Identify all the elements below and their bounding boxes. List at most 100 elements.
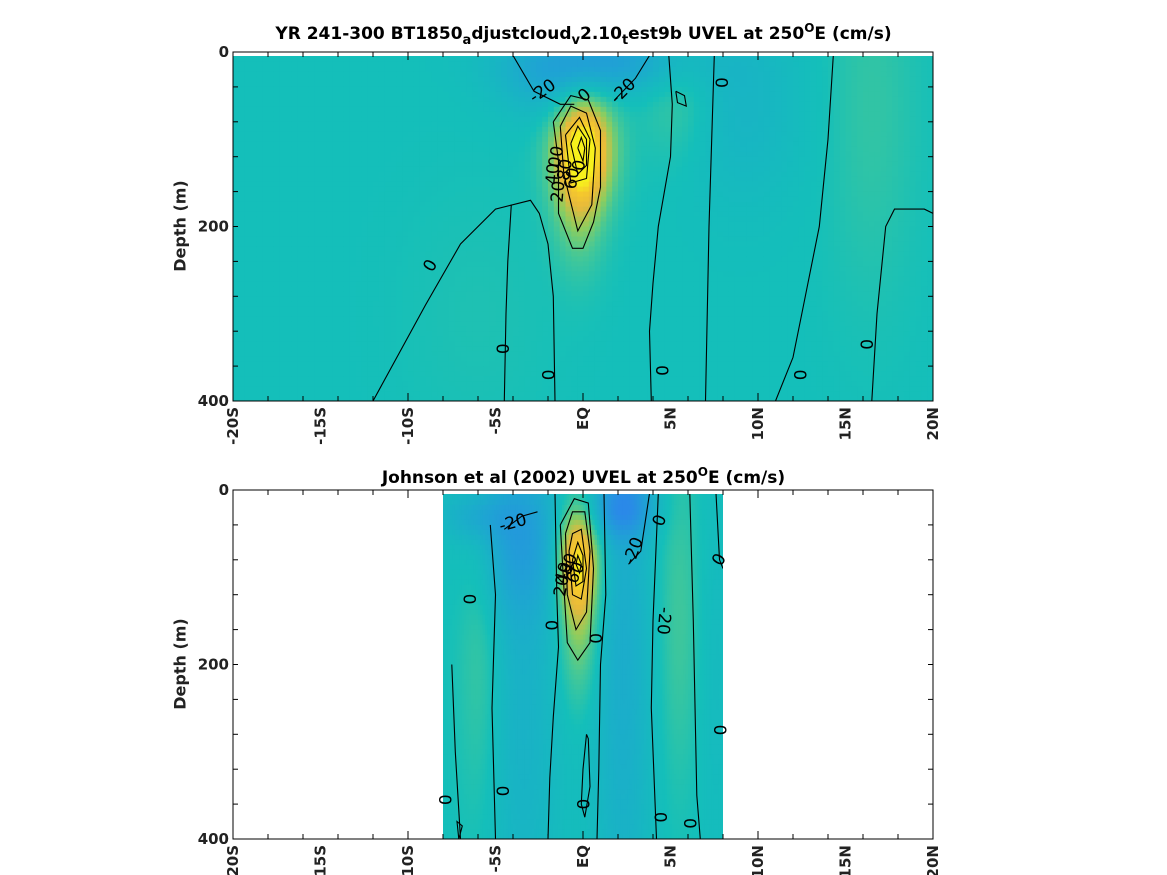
heatmap-cell [355,341,362,347]
heatmap-cell [635,281,642,287]
heatmap-cell [238,56,246,63]
heatmap-cell [437,226,444,233]
heatmap-cell [332,101,339,108]
heatmap-cell [478,71,485,78]
heatmap-cell [413,246,421,253]
heatmap-cell [606,271,613,277]
heatmap-cell [326,386,333,392]
heatmap-cell [501,266,508,272]
heatmap-cell [524,216,532,223]
heatmap-cell [507,181,514,188]
heatmap-cell [297,301,304,307]
heatmap-cell [530,226,537,233]
heatmap-cell [472,121,479,128]
heatmap-cell [262,256,269,262]
heatmap-cell [507,361,514,367]
heatmap-cell [402,306,409,312]
heatmap-cell [303,181,310,188]
heatmap-cell [343,241,351,248]
heatmap-cell [524,291,532,297]
heatmap-cell [279,341,287,347]
heatmap-cell [244,321,252,327]
heatmap-cell [507,126,514,133]
heatmap-cell [408,341,415,347]
heatmap-cell [273,121,281,128]
heatmap-cell [635,121,642,128]
heatmap-cell [303,151,310,158]
heatmap-cell [338,196,345,203]
heatmap-cell [454,81,462,88]
heatmap-cell [635,196,642,203]
heatmap-cell [530,116,537,123]
heatmap-cell [443,246,450,253]
heatmap-cell [314,186,322,193]
heatmap-cell [308,71,316,78]
heatmap-cell [384,341,392,347]
heatmap-cell [647,96,654,103]
heatmap-cell [408,261,415,267]
heatmap-cell [250,151,257,158]
heatmap-cell [297,156,304,163]
heatmap-cell [495,231,502,238]
heatmap-cell [448,111,456,118]
heatmap-cell [338,286,345,292]
heatmap-cell [623,136,631,143]
heatmap-cell [355,351,362,357]
heatmap-cell [553,216,561,223]
heatmap-cell [530,181,537,188]
heatmap-cell [279,386,287,392]
heatmap-cell [320,66,327,73]
heatmap-cell [472,296,479,302]
heatmap-cell [338,331,345,337]
heatmap-cell [384,311,392,317]
heatmap-cell [378,306,386,312]
heatmap-cell [588,301,596,307]
heatmap-cell [635,216,642,223]
heatmap-cell [256,301,263,307]
heatmap-cell [542,276,549,282]
heatmap-cell [268,181,275,188]
heatmap-cell [303,201,310,208]
heatmap-cell [454,196,462,203]
heatmap-cell [343,311,351,317]
heatmap-cell [361,336,368,342]
heatmap-cell [361,226,368,233]
heatmap-cell [378,96,386,103]
heatmap-cell [314,166,322,173]
heatmap-cell [367,66,374,73]
heatmap-cell [565,376,572,382]
heatmap-cell [273,391,281,397]
heatmap-cell [629,141,637,148]
heatmap-cell [390,236,397,243]
heatmap-cell [408,186,415,193]
heatmap-cell [472,171,479,178]
heatmap-cell [507,156,514,163]
heatmap-cell [256,131,263,138]
heatmap-cell [291,321,298,327]
heatmap-cell [577,231,584,238]
heatmap-cell [355,266,362,272]
heatmap-cell [612,126,619,133]
heatmap-cell [466,106,473,113]
heatmap-cell [413,96,421,103]
heatmap-cell [320,351,327,357]
heatmap-cell [378,221,386,228]
heatmap-cell [320,61,327,68]
heatmap-cell [332,176,339,183]
heatmap-cell [349,391,357,397]
heatmap-cell [413,141,421,148]
heatmap-cell [244,81,252,88]
heatmap-cell [233,331,240,337]
heatmap-cell [489,76,497,83]
heatmap-cell [408,301,415,307]
heatmap-cell [577,191,584,198]
heatmap-cell [285,371,292,377]
heatmap-cell [518,336,526,342]
heatmap-cell [268,81,275,88]
heatmap-cell [308,281,316,287]
heatmap-cell [343,171,351,178]
heatmap-cell [285,226,292,233]
heatmap-cell [349,281,357,287]
heatmap-cell [588,311,596,317]
heatmap-cell [571,386,578,392]
